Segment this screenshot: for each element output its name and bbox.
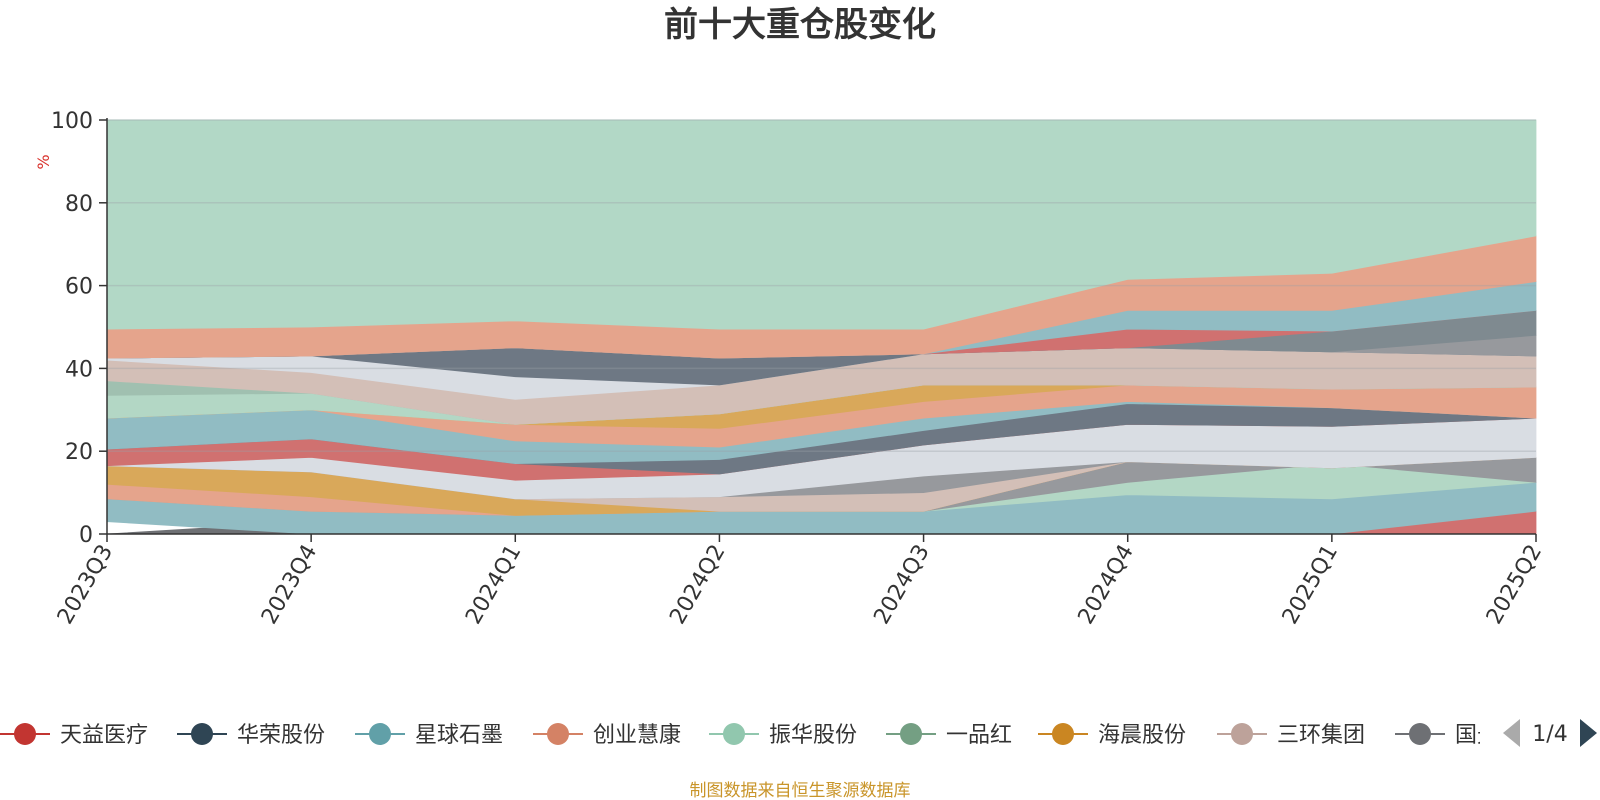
legend-item-8[interactable]: 国光 [1395, 723, 1499, 748]
legend-marker-icon [900, 723, 922, 745]
legend-prev-icon[interactable] [1503, 719, 1520, 747]
legend-label: 国光 [1455, 723, 1499, 748]
y-tick-label-4: 80 [65, 192, 93, 217]
y-tick-label-2: 40 [65, 357, 93, 382]
chart-title: 前十大重仓股变化 [664, 5, 936, 45]
x-tick-label-3: 2024Q2 [665, 541, 730, 629]
legend-marker-icon [1409, 723, 1431, 745]
legend-label: 星球石墨 [415, 723, 503, 748]
legend-label: 创业慧康 [593, 723, 681, 748]
legend-item-3[interactable]: 创业慧康 [533, 723, 681, 748]
x-tick-label-4: 2024Q3 [869, 541, 934, 629]
legend-marker-icon [14, 723, 36, 745]
x-tick-label-2: 2024Q1 [461, 541, 526, 629]
legend-label: 华荣股份 [237, 723, 325, 748]
legend[interactable]: 天益医疗 华荣股份 星球石墨 创业慧康 振华股份 一品红 海晨股份 三环集团 国光 [0, 723, 1499, 748]
y-tick-label-3: 60 [65, 275, 93, 300]
legend-item-4[interactable]: 振华股份 [709, 723, 857, 748]
legend-next-icon[interactable] [1580, 719, 1597, 747]
y-tick-label-5: 100 [51, 109, 93, 134]
legend-pager: 1/4 [1503, 719, 1597, 747]
legend-item-5[interactable]: 一品红 [886, 723, 1012, 748]
legend-label: 天益医疗 [60, 723, 148, 748]
x-tick-label-7: 2025Q2 [1482, 541, 1547, 629]
legend-label: 海晨股份 [1098, 723, 1186, 748]
legend-item-6[interactable]: 海晨股份 [1038, 723, 1186, 748]
legend-item-1[interactable]: 华荣股份 [177, 723, 325, 748]
axes [106, 118, 1536, 535]
legend-label: 振华股份 [769, 723, 857, 748]
legend-marker-icon [547, 723, 569, 745]
x-tick-label-6: 2025Q1 [1278, 541, 1343, 629]
data-source-note: 制图数据来自恒生聚源数据库 [690, 781, 911, 800]
legend-marker-icon [369, 723, 391, 745]
x-tick-label-0: 2023Q3 [53, 541, 118, 629]
legend-item-2[interactable]: 星球石墨 [355, 723, 503, 748]
legend-marker-icon [191, 723, 213, 745]
legend-label: 三环集团 [1277, 723, 1365, 748]
y-unit-label: % [34, 154, 53, 169]
x-tick-label-1: 2023Q4 [257, 541, 322, 629]
x-tick-label-5: 2024Q4 [1074, 541, 1139, 629]
y-tick-label-0: 0 [79, 523, 93, 548]
legend-marker-icon [1052, 723, 1074, 745]
area-band-25 [106, 119, 1537, 330]
legend-marker-icon [1231, 723, 1253, 745]
legend-item-0[interactable]: 天益医疗 [0, 723, 148, 748]
y-tick-label-1: 20 [65, 440, 93, 465]
legend-page-indicator: 1/4 [1532, 722, 1567, 747]
x-axis-ticks: 2023Q3 2023Q4 2024Q1 2024Q2 2024Q3 2024Q4 2025… [53, 534, 1547, 629]
stacked-areas [106, 119, 1537, 535]
legend-item-7[interactable]: 三环集团 [1217, 723, 1365, 748]
legend-label: 一品红 [946, 723, 1012, 748]
legend-marker-icon [723, 723, 745, 745]
gridlines [107, 119, 1536, 452]
y-axis-ticks: 0 20 40 60 80 100 [51, 109, 107, 548]
